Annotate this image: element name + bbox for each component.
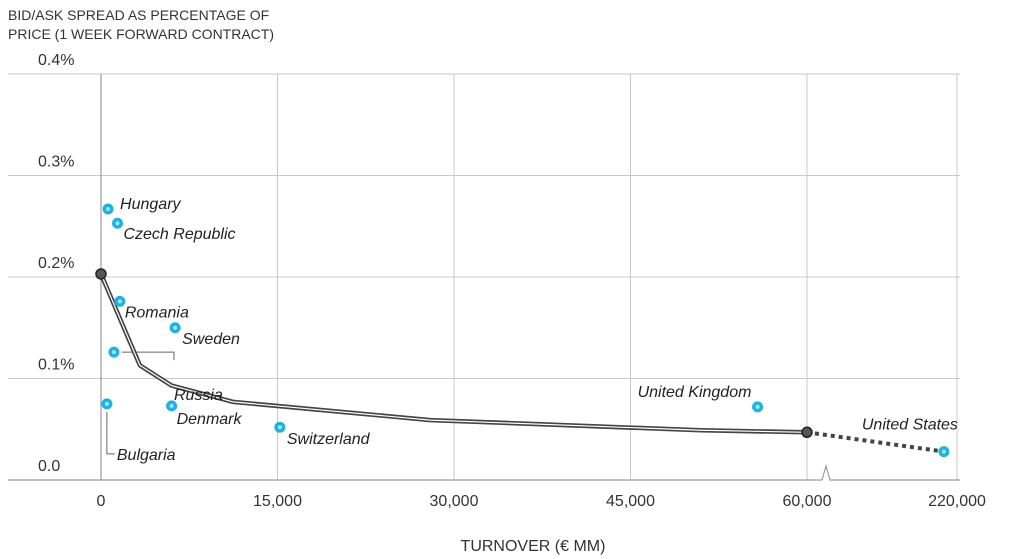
point-label-denmark: Denmark (177, 411, 243, 428)
point-center-united-kingdom (755, 404, 760, 409)
y-axis-label-line-1: BID/ASK SPREAD AS PERCENTAGE OF (8, 7, 269, 23)
leader-line-russia (121, 351, 175, 361)
point-label-united-states: United States (862, 417, 958, 434)
point-label-bulgaria: Bulgaria (117, 447, 176, 464)
point-label-switzerland: Switzerland (287, 431, 371, 448)
leader-line-bulgaria (106, 411, 115, 455)
y-tick-label: 0.1% (38, 357, 74, 374)
point-labels: Hungary Czech Republic Romania Sweden Russia… (117, 196, 958, 464)
y-tick-label: 0.0 (38, 458, 60, 475)
x-tick-label: 45,000 (606, 493, 655, 510)
x-tick-label: 0 (97, 493, 106, 510)
x-tick-labels: 0 15,000 30,000 45,000 60,000 220,000 (97, 493, 986, 510)
data-points (101, 203, 950, 458)
x-axis-break-symbol (821, 463, 832, 481)
point-center-sweden (173, 325, 178, 330)
point-label-united-kingdom: United Kingdom (638, 384, 752, 401)
y-tick-label: 0.3% (38, 154, 74, 171)
trend-line (95, 268, 945, 454)
point-center-switzerland (277, 425, 282, 430)
trend-line-inner (100, 273, 808, 433)
y-tick-label: 0.2% (38, 255, 74, 272)
trend-endpoint (95, 268, 107, 280)
point-label-czech-republic: Czech Republic (123, 226, 235, 243)
grid (8, 73, 960, 480)
point-label-sweden: Sweden (182, 331, 240, 348)
label-leader-lines (106, 351, 175, 455)
point-center-bulgaria (104, 401, 109, 406)
point-label-russia: Russia (174, 387, 223, 404)
trend-extension-dotted (806, 430, 945, 454)
point-center-romania (117, 299, 122, 304)
x-tick-label: 220,000 (928, 493, 986, 510)
x-tick-label: 60,000 (783, 493, 832, 510)
point-label-romania: Romania (125, 304, 189, 321)
trend-endpoint (801, 426, 813, 439)
y-tick-labels: 0.4% 0.3% 0.2% 0.1% 0.0 (38, 52, 74, 475)
y-tick-label: 0.4% (38, 52, 74, 69)
x-tick-label: 15,000 (253, 493, 302, 510)
x-axis-label: TURNOVER (€ MM) (461, 538, 606, 555)
point-label-hungary: Hungary (120, 196, 181, 213)
point-center-czech-republic (115, 221, 120, 226)
point-center-hungary (106, 206, 111, 211)
point-center-russia (111, 350, 116, 355)
point-center-united-states (941, 449, 946, 454)
y-axis-label-line-2: PRICE (1 WEEK FORWARD CONTRACT) (8, 26, 274, 42)
point-center-denmark (169, 403, 174, 408)
x-tick-label: 30,000 (430, 493, 479, 510)
